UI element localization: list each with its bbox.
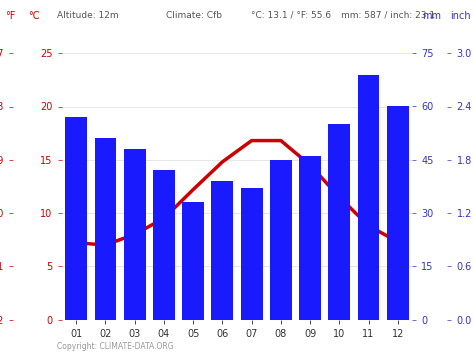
Text: °F: °F <box>5 11 15 21</box>
Bar <box>270 160 292 320</box>
Text: inch: inch <box>450 11 471 21</box>
Bar <box>328 124 350 320</box>
Bar <box>299 156 321 320</box>
Bar <box>241 188 263 320</box>
Text: mm: 587 / inch: 23.1: mm: 587 / inch: 23.1 <box>341 11 436 20</box>
Bar <box>387 106 409 320</box>
Bar <box>153 170 175 320</box>
Bar <box>65 117 87 320</box>
Text: Climate: Cfb: Climate: Cfb <box>166 11 222 20</box>
Bar <box>182 202 204 320</box>
Text: °C: 13.1 / °F: 55.6: °C: 13.1 / °F: 55.6 <box>251 11 331 20</box>
Text: mm: mm <box>422 11 441 21</box>
Bar <box>124 149 146 320</box>
Bar <box>211 181 233 320</box>
Text: Copyright: CLIMATE-DATA.ORG: Copyright: CLIMATE-DATA.ORG <box>57 343 173 351</box>
Bar <box>357 75 380 320</box>
Text: °C: °C <box>28 11 40 21</box>
Bar <box>94 138 117 320</box>
Text: Altitude: 12m: Altitude: 12m <box>57 11 118 20</box>
